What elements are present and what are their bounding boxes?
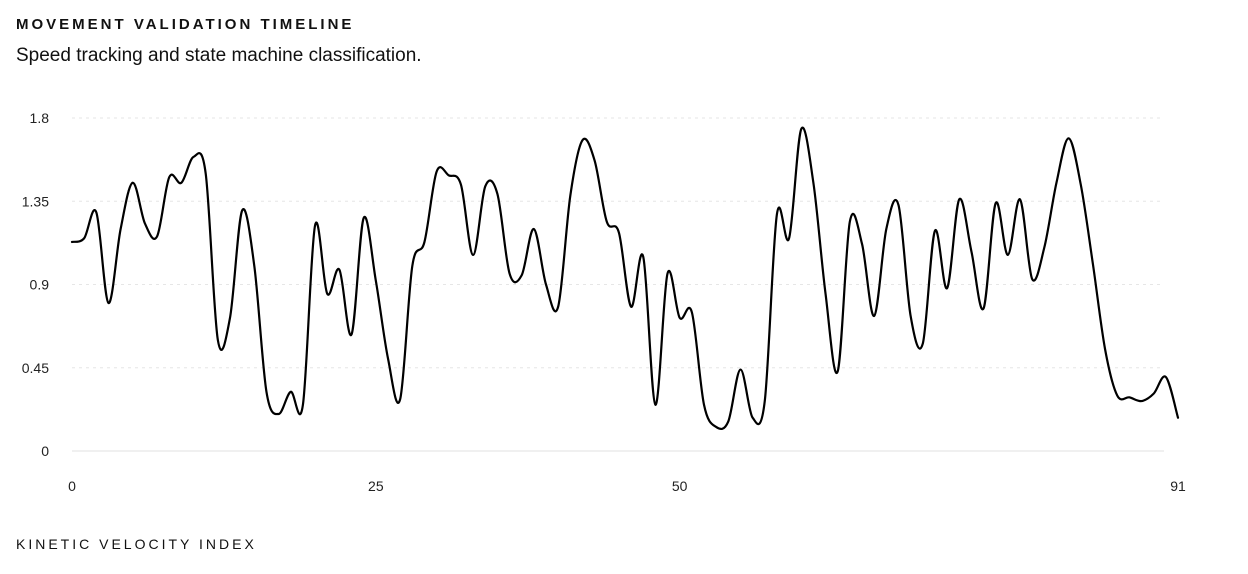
x-tick-label: 91 bbox=[1170, 478, 1186, 494]
x-axis-ticks: 0 25 50 91 bbox=[68, 478, 1186, 494]
chart-subtitle: Speed tracking and state machine classif… bbox=[16, 45, 422, 66]
y-axis-ticks: 0 0.45 0.9 1.35 1.8 bbox=[22, 110, 49, 459]
y-tick-label: 0.45 bbox=[22, 360, 49, 376]
y-tick-label: 1.8 bbox=[30, 110, 50, 126]
y-tick-label: 0.9 bbox=[30, 277, 50, 293]
chart-title: MOVEMENT VALIDATION TIMELINE bbox=[16, 16, 355, 33]
x-tick-label: 0 bbox=[68, 478, 76, 494]
y-tick-label: 1.35 bbox=[22, 193, 49, 209]
series-line bbox=[70, 126, 1180, 431]
x-axis-label: KINETIC VELOCITY INDEX bbox=[16, 536, 257, 552]
grid-lines bbox=[72, 117, 1164, 452]
x-tick-label: 25 bbox=[368, 478, 384, 494]
y-tick-label: 0 bbox=[41, 443, 49, 459]
series-layer bbox=[70, 126, 1180, 431]
x-tick-label: 50 bbox=[672, 478, 688, 494]
